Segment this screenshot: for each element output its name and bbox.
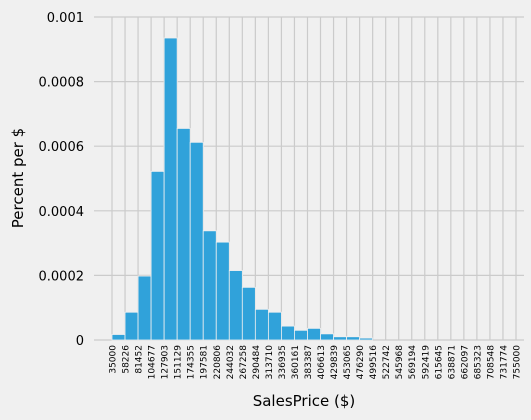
x-axis-label: SalesPrice ($)	[253, 392, 356, 410]
y-tick-labels: 0 0.0002 0.0004 0.0006 0.0008 0.001	[39, 11, 85, 349]
x-tick-label: 81452	[135, 345, 145, 374]
histogram-bar	[163, 37, 178, 341]
y-axis-label: Percent per $	[9, 128, 27, 228]
histogram-bar	[294, 329, 308, 341]
x-tick-label: 476290	[356, 345, 366, 380]
x-tick-label: 290484	[252, 345, 262, 380]
y-tick-label: 0	[76, 334, 84, 349]
histogram-bar	[124, 311, 139, 341]
x-tick-label: 267258	[239, 345, 249, 380]
histogram-bar	[359, 337, 374, 341]
x-tick-label: 592419	[421, 345, 431, 380]
x-tick-label: 336935	[278, 345, 288, 379]
x-tick-label: 35000	[109, 345, 119, 374]
y-tick-label: 0.0008	[39, 76, 85, 91]
x-tick-label: 545968	[395, 345, 405, 380]
x-tick-label: 104677	[148, 345, 158, 379]
histogram-bar	[241, 286, 256, 341]
histogram-bar	[307, 327, 321, 341]
x-tick-label: 313710	[265, 345, 275, 380]
x-tick-label: 569194	[408, 345, 418, 380]
y-tick-label: 0.001	[47, 11, 84, 26]
histogram-bar	[215, 241, 230, 341]
x-tick-label: 662097	[460, 345, 470, 379]
x-tick-label: 151129	[174, 345, 184, 380]
x-tick-label: 58226	[122, 345, 132, 374]
x-tick-label: 360161	[291, 345, 301, 379]
histogram-bar	[320, 333, 334, 341]
x-tick-label: 731774	[499, 345, 509, 380]
histogram-bar	[189, 141, 204, 341]
histogram-bar	[111, 334, 126, 341]
histogram-bar	[176, 128, 191, 341]
x-tick-label: 499516	[369, 345, 379, 380]
x-tick-labels: 35000 58226 81452 104677 127903 151129 174355 1…	[109, 345, 523, 380]
x-tick-label: 127903	[161, 345, 171, 379]
histogram-bar	[202, 230, 217, 341]
x-tick-label: 174355	[187, 345, 197, 379]
histogram-bar	[267, 311, 282, 341]
x-tick-label: 220806	[213, 345, 223, 380]
x-tick-label: 429839	[330, 345, 340, 380]
x-tick-label: 406613	[317, 345, 327, 379]
histogram-bar	[281, 325, 295, 341]
y-tick-label: 0.0004	[39, 205, 85, 220]
x-tick-label: 383387	[304, 345, 314, 379]
x-tick-label: 522742	[382, 345, 392, 379]
histogram-bar	[228, 270, 243, 341]
histogram-bar	[333, 336, 347, 341]
x-tick-label: 685323	[473, 345, 483, 379]
y-tick-label: 0.0002	[39, 269, 85, 284]
x-tick-label: 755000	[513, 345, 523, 380]
x-tick-label: 197581	[200, 345, 210, 379]
histogram-bar	[346, 336, 361, 341]
x-tick-label: 453065	[343, 345, 353, 379]
x-tick-label: 615645	[434, 345, 444, 379]
bars	[111, 37, 374, 341]
x-tick-label: 244032	[226, 345, 236, 379]
histogram-bar	[137, 275, 152, 341]
y-tick-label: 0.0006	[39, 140, 85, 155]
x-tick-label: 638871	[447, 345, 457, 379]
histogram-bar	[150, 170, 165, 341]
histogram-bar	[254, 308, 269, 341]
x-tick-label: 708548	[486, 345, 496, 380]
